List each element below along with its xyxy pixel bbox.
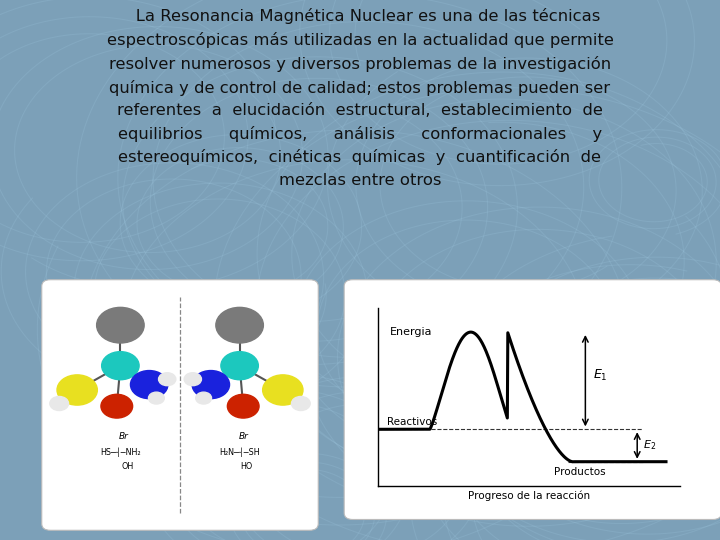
Circle shape	[184, 373, 202, 386]
Circle shape	[50, 396, 68, 410]
Circle shape	[130, 370, 168, 399]
Circle shape	[216, 307, 264, 343]
Text: OH: OH	[122, 462, 134, 471]
Text: Productos: Productos	[554, 467, 606, 477]
Circle shape	[221, 352, 258, 380]
Text: La Resonancia Magnética Nuclear es una de las técnicas
espectroscópicas más util: La Resonancia Magnética Nuclear es una d…	[107, 8, 613, 187]
Text: Energia: Energia	[390, 327, 432, 338]
FancyBboxPatch shape	[42, 280, 318, 530]
FancyBboxPatch shape	[344, 280, 720, 519]
Text: Reactivos: Reactivos	[387, 417, 437, 427]
Circle shape	[292, 396, 310, 410]
Circle shape	[158, 373, 176, 386]
Circle shape	[102, 352, 139, 380]
Text: HS─┤─NH₂: HS─┤─NH₂	[100, 448, 140, 457]
Circle shape	[196, 392, 212, 404]
Text: HO: HO	[240, 462, 253, 471]
X-axis label: Progreso de la reacción: Progreso de la reacción	[468, 490, 590, 501]
Circle shape	[228, 394, 259, 418]
Text: $E_1$: $E_1$	[593, 368, 607, 383]
Circle shape	[57, 375, 97, 405]
Circle shape	[192, 370, 230, 399]
Text: Br: Br	[119, 432, 129, 441]
Text: Br: Br	[238, 432, 248, 441]
Circle shape	[101, 394, 132, 418]
Circle shape	[148, 392, 164, 404]
Circle shape	[263, 375, 303, 405]
Text: $E_2$: $E_2$	[643, 438, 656, 453]
Circle shape	[96, 307, 144, 343]
Text: H₂N─┤─SH: H₂N─┤─SH	[220, 448, 260, 457]
